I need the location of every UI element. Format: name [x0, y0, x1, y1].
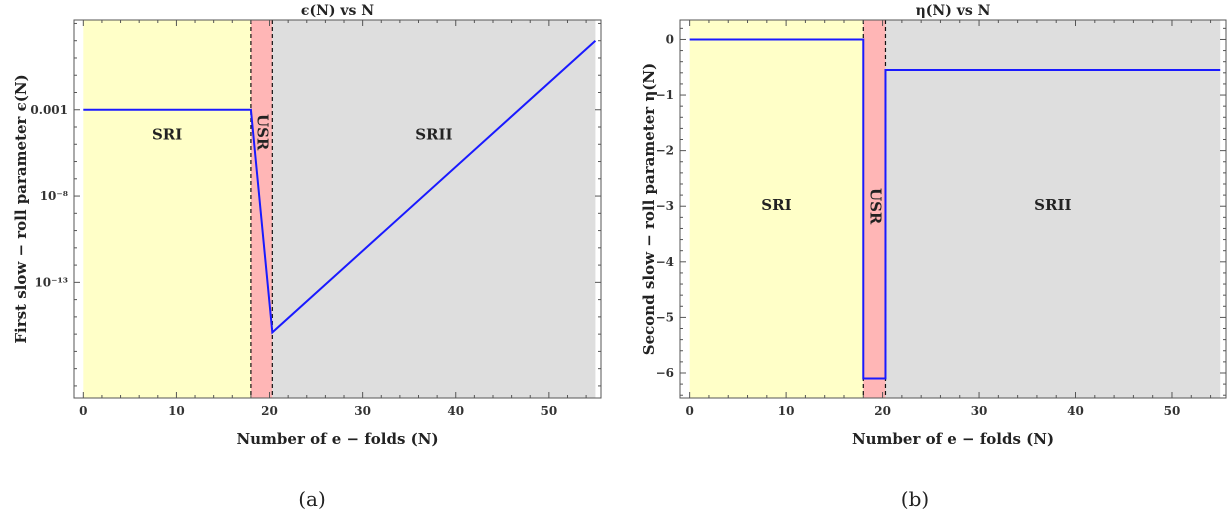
region-usr-band — [250, 20, 273, 398]
x-tick-label: 0 — [79, 404, 87, 418]
panel-caption: (a) — [298, 487, 326, 511]
y-tick-label: −3 — [656, 199, 674, 213]
region-label-sri: SRI — [152, 126, 182, 144]
region-label-srii: SRII — [415, 126, 452, 144]
y-tick-label: 0 — [666, 32, 674, 46]
series-line — [689, 38, 1221, 380]
plot-frame — [73, 19, 602, 399]
x-tick-label: 0 — [685, 404, 693, 418]
region-label-usr: USR — [866, 188, 884, 225]
y-tick-label: 10⁻⁸ — [40, 189, 68, 203]
region-srii-band — [885, 20, 1221, 398]
x-tick-label: 20 — [261, 404, 278, 418]
region-usr-band — [863, 20, 886, 398]
x-axis-label: Number of e − folds (N) — [236, 430, 438, 448]
x-tick-label: 30 — [354, 404, 371, 418]
y-tick-label: 10⁻¹³ — [34, 275, 68, 289]
y-axis-label: Second slow − roll parameter η(N) — [640, 63, 658, 355]
y-tick-label: −2 — [656, 144, 674, 158]
x-tick-label: 50 — [541, 404, 558, 418]
series-line — [83, 39, 597, 335]
region-label-usr: USR — [254, 114, 272, 151]
y-tick-label: −1 — [656, 88, 674, 102]
y-tick-label: −6 — [656, 366, 674, 380]
x-tick-label: 40 — [1067, 404, 1084, 418]
x-tick-label: 20 — [874, 404, 891, 418]
region-sri-band — [83, 20, 251, 398]
y-tick-label: 0.001 — [30, 103, 68, 117]
x-tick-label: 10 — [778, 404, 795, 418]
region-label-srii: SRII — [1034, 196, 1071, 214]
region-label-sri: SRI — [761, 196, 791, 214]
y-axis-label: First slow − roll parameter ϵ(N) — [12, 74, 30, 343]
x-tick-label: 40 — [447, 404, 464, 418]
y-tick-label: −5 — [656, 310, 674, 324]
x-tick-label: 50 — [1164, 404, 1181, 418]
x-axis-label: Number of e − folds (N) — [852, 430, 1054, 448]
panel-epsilon: SRI USR SRII 0 10 20 30 40 50 0.001 10⁻⁸ 10⁻¹³ ϵ(N) … — [12, 3, 602, 511]
panel-eta: SRI USR SRII 0 10 20 30 40 50 0 −1 −2 −3 −4 −5 −6 η(N) v… — [640, 3, 1227, 511]
region-sri-band — [689, 20, 864, 398]
y-tick-label: −4 — [656, 255, 674, 269]
chart-title: ϵ(N) vs N — [301, 3, 374, 19]
region-srii-band — [272, 20, 596, 398]
plot-frame — [679, 19, 1227, 399]
panel-caption: (b) — [901, 487, 929, 511]
chart-title: η(N) vs N — [916, 3, 991, 19]
x-tick-label: 30 — [971, 404, 988, 418]
x-tick-label: 10 — [168, 404, 185, 418]
